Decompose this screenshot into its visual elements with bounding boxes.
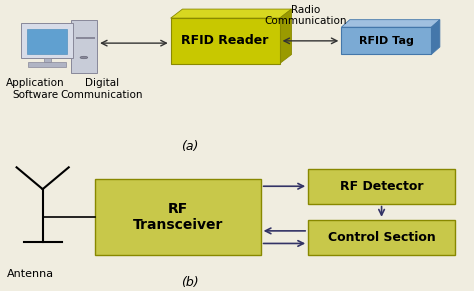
Polygon shape (341, 20, 440, 27)
Text: Antenna: Antenna (7, 269, 55, 278)
FancyBboxPatch shape (28, 62, 66, 67)
FancyBboxPatch shape (21, 24, 73, 58)
Text: Digital
Communication: Digital Communication (61, 79, 143, 100)
Polygon shape (44, 58, 51, 62)
FancyBboxPatch shape (308, 220, 455, 255)
Text: (b): (b) (181, 276, 199, 289)
FancyBboxPatch shape (171, 18, 280, 63)
Polygon shape (280, 9, 292, 63)
FancyBboxPatch shape (76, 37, 95, 39)
Text: RFID Tag: RFID Tag (359, 36, 414, 46)
Text: RFID Reader: RFID Reader (182, 34, 269, 47)
FancyBboxPatch shape (95, 179, 261, 255)
Circle shape (80, 56, 88, 59)
Text: Radio
Communication: Radio Communication (264, 5, 347, 26)
Polygon shape (431, 20, 440, 54)
Polygon shape (171, 9, 292, 18)
FancyBboxPatch shape (308, 169, 455, 204)
FancyBboxPatch shape (71, 20, 97, 73)
FancyBboxPatch shape (341, 27, 431, 54)
FancyBboxPatch shape (27, 29, 67, 54)
Text: Control Section: Control Section (328, 231, 436, 244)
Text: Application
Software: Application Software (6, 79, 65, 100)
Text: RF
Transceiver: RF Transceiver (133, 202, 223, 232)
Text: (a): (a) (181, 140, 198, 153)
Text: RF Detector: RF Detector (340, 180, 423, 193)
